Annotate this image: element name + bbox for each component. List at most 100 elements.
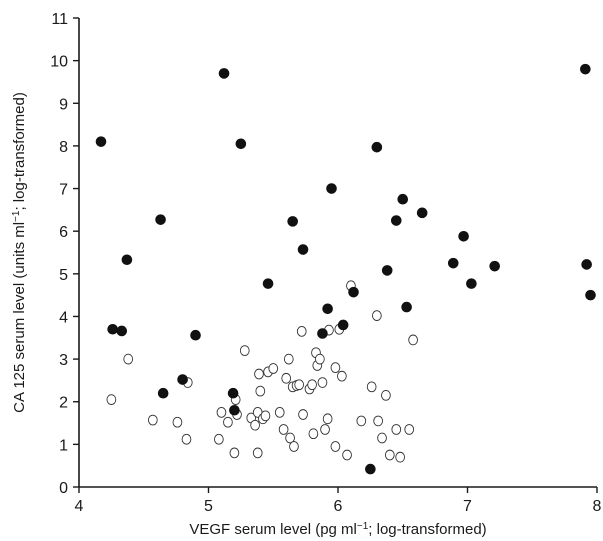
filled-data-point [580, 63, 591, 75]
open-data-point [337, 370, 347, 382]
filled-data-point [235, 138, 247, 150]
filled-data-point [348, 286, 359, 298]
y-tick-label: 5 [59, 267, 68, 284]
open-data-point [106, 394, 117, 405]
open-data-point [322, 413, 333, 425]
y-tick-label: 4 [59, 309, 68, 326]
open-data-point [255, 385, 266, 397]
open-data-point [285, 432, 295, 444]
open-data-point [372, 310, 382, 321]
filled-data-point [317, 328, 328, 339]
open-data-point [296, 326, 307, 337]
open-data-point [381, 389, 391, 401]
filled-data-point [416, 207, 428, 219]
y-tick-label: 6 [59, 224, 68, 241]
filled-data-point [287, 216, 298, 227]
data-points [95, 63, 596, 475]
y-tick-label: 10 [50, 54, 68, 71]
open-data-point [356, 415, 367, 427]
open-data-point [289, 441, 299, 452]
filled-data-point [322, 303, 333, 315]
open-data-point [377, 432, 387, 444]
x-axis-label-pre: VEGF serum level (pg ml [189, 521, 357, 538]
filled-data-point [466, 278, 477, 289]
open-data-point [384, 449, 395, 461]
open-data-point [404, 424, 415, 435]
y-axis-label: CA 125 serum level (units ml−1; log-tran… [11, 92, 29, 413]
open-data-point [298, 409, 308, 420]
x-axis-label: VEGF serum level (pg ml−1; log-transform… [189, 521, 486, 539]
open-data-point [330, 362, 341, 373]
filled-data-point [337, 319, 349, 331]
filled-data-point [401, 301, 412, 313]
filled-data-point [155, 214, 166, 225]
y-tick-label: 7 [59, 182, 68, 199]
y-tick-label: 8 [59, 139, 68, 156]
open-data-point [216, 407, 227, 418]
filled-data-point [177, 374, 188, 385]
filled-data-point [381, 265, 393, 276]
open-data-point [274, 407, 285, 418]
y-tick-label: 0 [59, 480, 68, 497]
open-data-point [260, 410, 271, 422]
open-data-point [229, 447, 240, 459]
open-data-point [395, 451, 406, 463]
open-data-point [147, 414, 158, 426]
y-tick-label: 9 [59, 96, 68, 113]
filled-data-point [218, 68, 230, 79]
open-data-point [373, 415, 383, 427]
open-data-point [307, 379, 317, 391]
filled-data-point [297, 244, 309, 255]
y-tick-label: 1 [59, 437, 68, 454]
open-data-point [252, 447, 263, 459]
y-axis-label-sup: −1 [11, 210, 22, 222]
filled-data-point [365, 463, 376, 475]
filled-data-point [458, 230, 469, 242]
x-axis-label-post: ; log-transformed) [368, 521, 486, 538]
filled-data-point [581, 259, 592, 270]
open-data-point [391, 424, 402, 435]
open-data-point [320, 424, 330, 435]
x-tick-label: 8 [593, 498, 602, 515]
filled-data-point [447, 257, 459, 269]
open-data-point [330, 441, 341, 452]
open-data-point [223, 416, 233, 428]
filled-data-point [326, 183, 337, 194]
y-tick-label: 3 [59, 352, 68, 369]
open-data-point [308, 428, 319, 440]
x-tick-label: 4 [75, 498, 84, 515]
open-data-point [317, 377, 328, 388]
filled-data-point [116, 325, 128, 337]
x-tick-label: 7 [463, 498, 472, 515]
x-tick-label: 6 [334, 498, 343, 515]
open-data-point [294, 379, 305, 391]
open-data-point [214, 433, 224, 445]
x-ticks: 4 5 6 7 8 [75, 487, 602, 515]
filled-data-point [95, 136, 107, 147]
open-data-point [278, 424, 289, 435]
filled-data-point [229, 404, 240, 416]
filled-data-point [227, 387, 239, 399]
filled-data-point [121, 254, 133, 266]
open-data-point [283, 353, 294, 365]
open-data-point [315, 353, 325, 365]
open-data-point [408, 334, 418, 346]
open-data-point [268, 363, 279, 374]
filled-data-point [489, 260, 500, 272]
y-axis-label-pre: CA 125 serum level (units ml [11, 222, 28, 413]
x-tick-label: 5 [204, 498, 213, 515]
y-tick-label: 11 [51, 11, 68, 28]
open-data-point [366, 381, 377, 393]
open-data-point [342, 449, 352, 461]
open-data-point [172, 416, 183, 428]
filled-data-point [390, 215, 402, 226]
open-data-point [181, 433, 192, 445]
filled-data-point [157, 387, 169, 399]
axes [78, 18, 597, 488]
y-tick-label: 2 [59, 395, 68, 412]
open-data-point [250, 419, 260, 431]
filled-data-point [371, 141, 383, 153]
open-data-point [254, 368, 264, 380]
y-axis-label-post: ; log-transformed) [11, 92, 28, 210]
